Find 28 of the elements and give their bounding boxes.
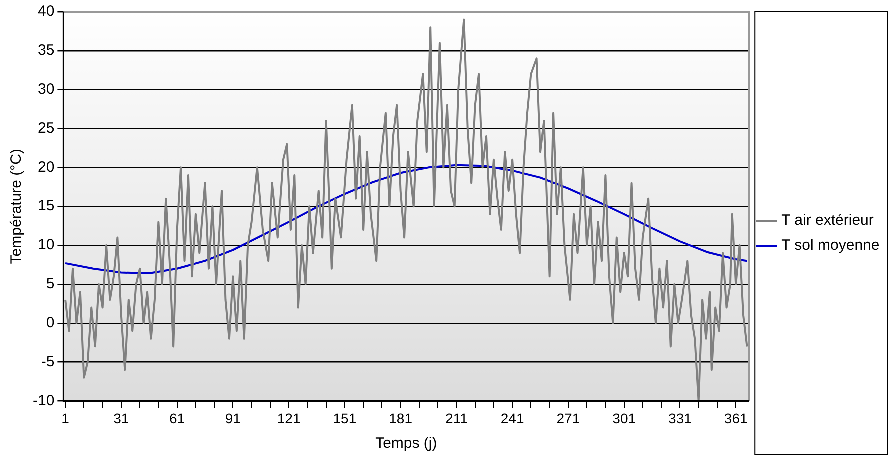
- x-axis-title: Temps (j): [376, 435, 438, 452]
- x-tick-label: 91: [225, 410, 242, 426]
- y-tick-label: 25: [38, 120, 55, 137]
- y-axis-title: Température (°C): [8, 149, 26, 264]
- y-tick-label: 0: [46, 314, 55, 332]
- x-tick-label: 241: [500, 410, 524, 426]
- x-tick-label: 361: [724, 410, 748, 426]
- y-tick-label: -5: [41, 353, 55, 370]
- y-tick-label: 10: [38, 236, 55, 254]
- x-tick-label: 271: [556, 410, 580, 426]
- x-tick-label: 211: [446, 410, 468, 426]
- x-tick-label: 121: [277, 410, 301, 426]
- x-tick-label: 301: [612, 410, 636, 426]
- x-tick-label: 31: [114, 410, 130, 426]
- y-tick-label: 30: [38, 80, 55, 98]
- x-tick-label: 151: [333, 410, 357, 426]
- y-tick-label: 20: [38, 158, 55, 176]
- legend-label: T sol moyenne: [782, 237, 880, 254]
- x-tick-label: 331: [668, 410, 692, 426]
- y-tick-label: 5: [46, 276, 55, 293]
- legend-label: T air extérieur: [782, 212, 874, 230]
- y-tick-label: 40: [38, 3, 55, 20]
- x-tick-label: 1: [62, 410, 70, 426]
- y-tick-label: 35: [38, 42, 55, 60]
- x-tick-label: 181: [389, 410, 413, 426]
- x-tick-label: 61: [170, 410, 186, 426]
- y-tick-label: 15: [38, 198, 55, 215]
- y-tick-label: -10: [32, 392, 55, 410]
